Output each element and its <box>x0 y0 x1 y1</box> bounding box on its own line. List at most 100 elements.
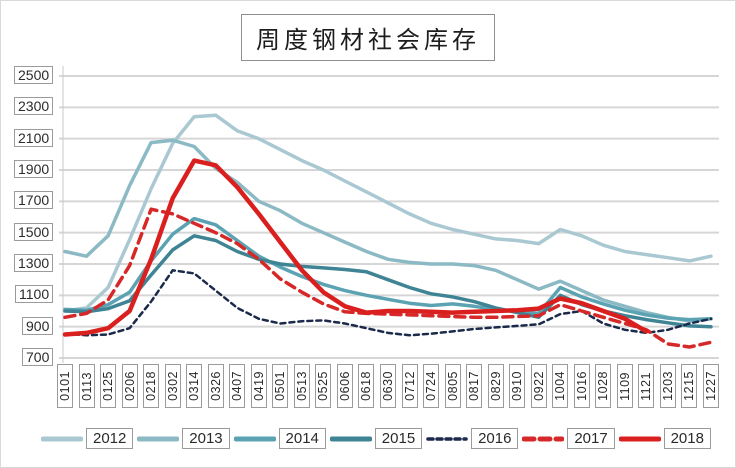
legend-label: 2014 <box>278 428 326 449</box>
chart-title: 周度钢材社会库存 <box>241 14 495 61</box>
x-axis-label-text: 0724 <box>424 371 439 401</box>
x-axis-label: 0326 <box>207 364 224 408</box>
x-axis-label-text: 0314 <box>187 371 202 401</box>
series-line-2017 <box>63 207 713 349</box>
legend-swatch <box>137 436 180 441</box>
x-axis-label-text: 0922 <box>531 371 546 401</box>
x-axis-label: 0817 <box>466 364 483 408</box>
y-axis-label: 2500 <box>14 66 54 84</box>
legend-swatch <box>41 436 83 441</box>
x-axis-label: 0712 <box>401 364 418 408</box>
x-axis-label: 0314 <box>186 364 203 408</box>
legend-label: 2018 <box>663 428 711 449</box>
x-axis-label: 1004 <box>552 364 569 408</box>
x-axis-label: 1028 <box>595 364 612 408</box>
x-axis-label-text: 0817 <box>467 371 482 401</box>
series-line-2013 <box>63 138 713 323</box>
x-axis-label-text: 0513 <box>294 371 309 401</box>
x-axis-label: 0501 <box>272 364 289 408</box>
legend-label: 2017 <box>567 428 615 449</box>
x-axis-label: 0606 <box>336 364 353 408</box>
x-axis-label: 0829 <box>487 364 504 408</box>
x-axis-label: 0206 <box>121 364 138 408</box>
x-axis-label-text: 0805 <box>445 371 460 401</box>
x-axis-label-text: 1016 <box>574 371 589 401</box>
y-axis-label: 1500 <box>14 222 54 241</box>
x-axis-label: 0805 <box>444 364 461 408</box>
x-axis-label-text: 1203 <box>660 371 675 401</box>
x-axis-label-text: 0206 <box>122 371 137 401</box>
legend-item-2017: 2017 <box>522 428 615 449</box>
x-axis-label-text: 0407 <box>230 371 245 401</box>
x-axis-label: 0113 <box>78 364 95 408</box>
legend-item-2016: 2016 <box>426 428 519 449</box>
x-axis-label-text: 0630 <box>381 371 395 401</box>
y-axis-label: 2100 <box>14 128 54 147</box>
series-line-2016 <box>63 269 713 337</box>
legend-label: 2016 <box>471 428 519 449</box>
x-axis-label-text: 0525 <box>316 371 331 401</box>
legend-item-2012: 2012 <box>41 428 134 449</box>
chart-legend: 2012 2013 2014 2015 2016 2017 2018 <box>41 428 711 449</box>
x-axis-label: 0218 <box>143 364 160 408</box>
y-axis-label: 1700 <box>14 191 54 210</box>
legend-label: 2015 <box>374 428 423 449</box>
x-axis-label: 1016 <box>573 364 590 408</box>
x-axis-label-text: 0218 <box>144 371 159 401</box>
legend-label: 2012 <box>86 428 134 449</box>
series-line-2018 <box>62 158 649 337</box>
series-line-2014 <box>63 216 713 322</box>
x-axis-label: 1215 <box>681 364 698 408</box>
legend-item-2014: 2014 <box>233 428 326 449</box>
x-axis-label: 0101 <box>57 364 73 408</box>
legend-swatch <box>233 436 276 441</box>
y-axis-label: 700 <box>22 348 54 366</box>
x-axis-label: 0910 <box>509 364 526 408</box>
y-axis-label: 2300 <box>14 97 54 116</box>
x-axis-label: 0618 <box>358 364 375 408</box>
x-axis-label: 1121 <box>638 364 655 408</box>
legend-swatch <box>522 436 565 441</box>
x-axis-label-text: 1215 <box>682 371 697 401</box>
x-axis-label: 0525 <box>315 364 332 408</box>
x-axis-label: 0302 <box>164 364 181 408</box>
legend-item-2015: 2015 <box>329 428 423 449</box>
x-axis-label-text: 0101 <box>58 371 72 401</box>
x-axis-label: 1227 <box>703 364 719 408</box>
x-axis-label: 0922 <box>530 364 547 408</box>
x-axis-label-text: 1109 <box>617 371 632 401</box>
x-axis-label-text: 0618 <box>359 371 374 401</box>
x-axis-label-text: 0419 <box>251 371 266 401</box>
y-axis-label: 900 <box>22 316 54 335</box>
x-axis-label-text: 0829 <box>488 371 503 401</box>
x-axis-label: 0125 <box>100 364 117 408</box>
x-axis-label-text: 0125 <box>101 371 116 401</box>
y-axis-label: 1100 <box>15 285 54 304</box>
x-axis-label-text: 0910 <box>510 371 525 401</box>
x-axis-label-text: 0113 <box>79 371 94 401</box>
y-axis-label: 1300 <box>14 254 54 272</box>
x-axis-label-text: 0606 <box>337 371 352 401</box>
x-axis-label: 0724 <box>423 364 440 408</box>
x-axis-label-text: 1121 <box>639 371 654 401</box>
x-axis-label-text: 0712 <box>402 371 417 401</box>
legend-item-2018: 2018 <box>618 428 711 449</box>
x-axis-label-text: 0302 <box>165 371 180 401</box>
x-axis-label: 0513 <box>293 364 310 408</box>
x-axis-label-text: 1227 <box>704 371 718 401</box>
x-axis-label: 0630 <box>380 364 396 408</box>
y-axis-label: 1900 <box>14 160 54 178</box>
x-axis-label-text: 1004 <box>553 371 568 401</box>
legend-swatch <box>329 436 372 441</box>
x-axis-label-text: 1028 <box>596 371 611 401</box>
x-axis-label: 0419 <box>250 364 267 408</box>
legend-swatch <box>426 436 468 441</box>
legend-label: 2013 <box>182 428 230 449</box>
legend-item-2013: 2013 <box>137 428 230 449</box>
x-axis-label: 1203 <box>659 364 676 408</box>
x-axis-label-text: 0326 <box>208 371 223 401</box>
series-line-2012 <box>63 113 713 313</box>
x-axis-label: 0407 <box>229 364 246 408</box>
